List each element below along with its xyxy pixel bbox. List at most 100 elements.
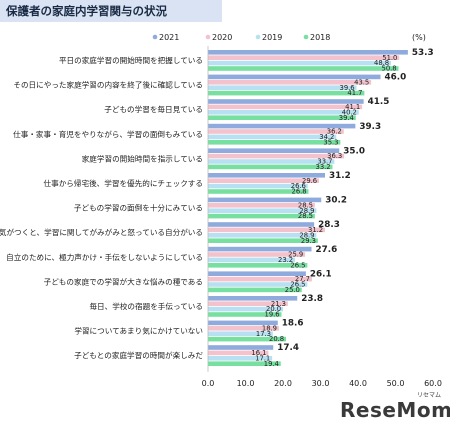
bar-2018 (208, 263, 308, 268)
value-labels: 53.3 51.048.850.846.0 43.539.641.7 41.5 41.1… (251, 48, 433, 368)
bar-2021 (208, 222, 315, 227)
value-label-2019: 20.0 (266, 305, 281, 313)
value-label-2018: 41.7 (347, 89, 362, 97)
bar-2018 (208, 66, 399, 71)
legend-marker-2021 (152, 34, 158, 40)
value-label-2021: 26.1 (310, 269, 332, 279)
legend-label-2020: 2020 (212, 33, 232, 42)
value-label-2019: 17.3 (256, 330, 271, 338)
unit-label: (%) (412, 33, 426, 42)
bar-2021 (208, 99, 364, 104)
bar-2018 (208, 140, 341, 145)
value-label-2019: 48.8 (374, 59, 389, 67)
category-label: その日にやった家庭学習の内容を終了後に確認している (13, 80, 203, 90)
legend-label-2018: 2018 (310, 33, 330, 42)
x-tick-label: 50.0 (387, 379, 405, 388)
bar-2020 (208, 301, 288, 306)
bar-2019 (208, 233, 317, 238)
bar-2021 (208, 74, 381, 80)
value-label-2018: 39.4 (339, 114, 354, 122)
bar-2018 (208, 312, 282, 317)
bar-2019 (208, 356, 273, 361)
value-label-2020: 25.9 (288, 251, 303, 259)
value-label-2018: 26.5 (290, 261, 305, 269)
bar-2021 (208, 50, 408, 55)
category-label: 自立のために、極力声かけ・手伝をしないようにしている (6, 252, 203, 262)
value-label-2020: 36.2 (327, 128, 342, 136)
bar-2021 (208, 197, 322, 203)
value-label-2020: 41.1 (345, 103, 360, 111)
value-label-2020: 21.3 (271, 300, 286, 308)
value-label-2019: 26.6 (291, 182, 306, 190)
value-label-2018: 29.3 (301, 237, 316, 245)
bar-2021 (208, 123, 356, 129)
value-label-2021: 53.3 (412, 48, 434, 58)
value-label-2020: 27.7 (295, 275, 310, 283)
x-axis: 0.0 10.0 20.0 30.0 40.0 50.0 60.0 (202, 46, 442, 388)
value-label-2021: 18.6 (282, 319, 304, 329)
bar-2018 (208, 238, 318, 243)
bar-2018 (208, 90, 365, 96)
bar-2020 (208, 129, 344, 134)
category-label: 気がつくと、学習に関してがみがみと怒っている自分がいる (0, 227, 203, 237)
bar-2020 (208, 178, 319, 183)
value-label-2021: 17.4 (277, 343, 299, 353)
bar-2021 (208, 148, 340, 153)
bar-2020 (208, 326, 279, 331)
bar-2019 (208, 331, 273, 336)
value-label-2019: 26.5 (290, 281, 305, 289)
x-tick-label: 0.0 (202, 379, 215, 388)
legend-marker-2020 (205, 34, 211, 40)
category-label: 学習についてあまり気にかけていない (74, 326, 203, 336)
bar-2018 (208, 164, 333, 170)
bar-2020 (208, 203, 315, 208)
category-label: 子どもの学習を毎日見ている (104, 104, 203, 114)
value-label-2018: 33.2 (316, 163, 331, 171)
value-label-2021: 30.2 (325, 196, 347, 206)
value-label-2018: 50.8 (382, 65, 397, 73)
value-label-2020: 16.1 (251, 349, 266, 357)
value-label-2020: 28.5 (298, 201, 313, 209)
value-label-2018: 20.8 (269, 335, 284, 343)
bar-2021 (208, 345, 274, 350)
x-tick-label: 10.0 (237, 379, 255, 388)
resemom-logo-sub: リセマム (417, 392, 442, 399)
value-label-2018: 25.0 (285, 286, 300, 294)
value-label-2021: 27.6 (316, 245, 338, 255)
value-label-2018: 35.3 (323, 138, 338, 146)
value-label-2019: 28.9 (299, 207, 314, 215)
bar-2019 (208, 257, 295, 263)
page-title: 保護者の家庭内学習関与の状況 (0, 0, 222, 22)
bar-2021 (208, 320, 278, 326)
bar-2021 (208, 271, 306, 276)
bar-2018 (208, 189, 309, 194)
value-label-2021: 39.3 (359, 122, 381, 132)
value-label-2019: 28.9 (299, 231, 314, 239)
category-label: 仕事・家事・育児をやりながら、学習の面倒もみている (13, 129, 203, 139)
bar-2018 (208, 287, 302, 293)
value-label-2019: 40.2 (342, 108, 357, 116)
x-tick-label: 30.0 (312, 379, 330, 388)
bar-2019 (208, 306, 283, 312)
value-label-2021: 41.5 (368, 97, 390, 107)
legend-marker-2018 (303, 34, 309, 40)
category-label: 毎日、学校の宿題を手伝っている (89, 301, 203, 311)
bar-2018 (208, 336, 286, 342)
bar-2020 (208, 104, 363, 110)
value-label-2019: 23.2 (278, 256, 293, 264)
value-label-2019: 39.6 (340, 84, 355, 92)
bar-2019 (208, 134, 337, 140)
bar-2019 (208, 159, 335, 164)
value-label-2020: 29.6 (302, 177, 317, 185)
bar-2021 (208, 173, 325, 178)
bar-2020 (208, 276, 312, 282)
value-label-2020: 31.2 (308, 226, 323, 234)
value-label-2021: 23.8 (301, 294, 323, 304)
value-label-2020: 43.5 (354, 78, 369, 86)
bar-2020 (208, 80, 372, 85)
value-label-2018: 19.4 (264, 360, 279, 368)
bar-2020 (208, 252, 306, 257)
bar-2020 (208, 55, 400, 60)
value-label-2020: 36.3 (327, 152, 342, 160)
